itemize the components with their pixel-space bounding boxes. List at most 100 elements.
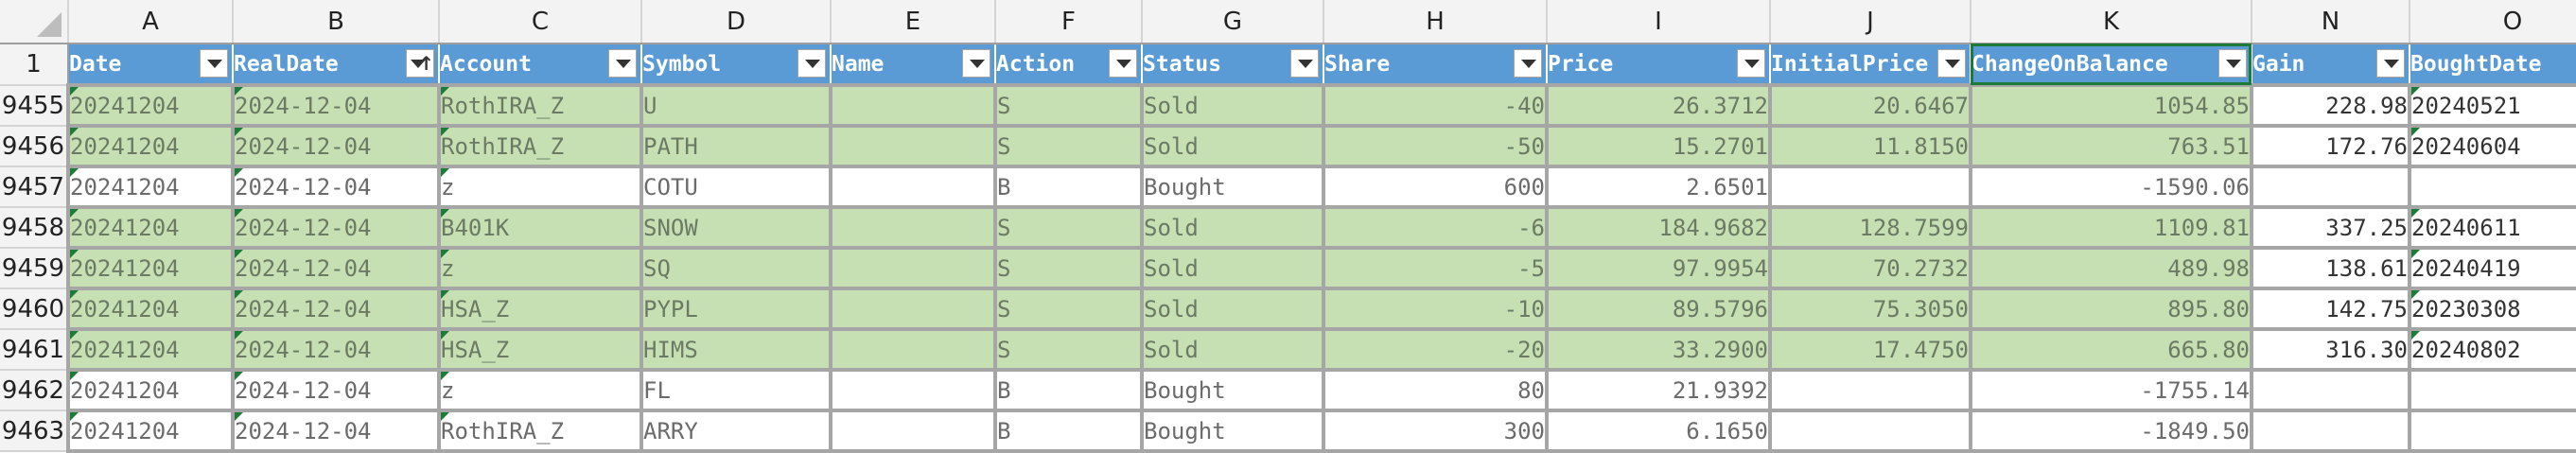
header-cell-changeonbalance[interactable]: ChangeOnBalance bbox=[1970, 43, 2252, 86]
column-header-k[interactable]: K bbox=[1971, 0, 2252, 44]
cell-account[interactable]: HSA_Z bbox=[437, 327, 643, 372]
cell-realdate[interactable]: 2024-12-04 bbox=[231, 246, 441, 290]
filter-dropdown-button[interactable] bbox=[1937, 49, 1966, 78]
cell-boughtdate[interactable]: 20240802 bbox=[2408, 327, 2576, 372]
cell-date[interactable]: 20241204 bbox=[66, 165, 235, 209]
column-header-a[interactable]: A bbox=[68, 0, 234, 44]
cell-account[interactable]: RothIRA_Z bbox=[437, 409, 643, 453]
column-header-h[interactable]: H bbox=[1323, 0, 1548, 44]
cell-date[interactable]: 20241204 bbox=[66, 287, 235, 331]
column-header-f[interactable]: F bbox=[995, 0, 1143, 44]
header-cell-realdate[interactable]: RealDate ↑ bbox=[232, 43, 440, 86]
cell-symbol[interactable]: COTU bbox=[640, 165, 832, 209]
cell-account[interactable]: RothIRA_Z bbox=[437, 83, 643, 128]
cell-status[interactable]: Bought bbox=[1140, 368, 1325, 412]
cell-status[interactable]: Sold bbox=[1140, 246, 1325, 290]
cell-price[interactable]: 89.5796 bbox=[1545, 287, 1772, 331]
header-cell-date[interactable]: Date bbox=[67, 43, 234, 86]
cell-share[interactable]: 600 bbox=[1322, 165, 1549, 209]
cell-gain[interactable]: 316.30 bbox=[2250, 327, 2411, 372]
cell-changeonbalance[interactable]: 763.51 bbox=[1969, 124, 2253, 168]
column-header-n[interactable]: N bbox=[2252, 0, 2410, 44]
cell-name[interactable] bbox=[829, 409, 997, 453]
cell-symbol[interactable]: HIMS bbox=[640, 327, 832, 372]
cell-gain[interactable] bbox=[2250, 368, 2411, 412]
cell-symbol[interactable]: U bbox=[640, 83, 832, 128]
cell-gain[interactable] bbox=[2250, 165, 2411, 209]
cell-initialprice[interactable]: 75.3050 bbox=[1768, 287, 1972, 331]
cell-action[interactable]: S bbox=[993, 83, 1144, 128]
cell-realdate[interactable]: 2024-12-04 bbox=[231, 368, 441, 412]
cell-share[interactable]: -40 bbox=[1322, 83, 1549, 128]
cell-price[interactable]: 184.9682 bbox=[1545, 205, 1772, 250]
cell-date[interactable]: 20241204 bbox=[66, 327, 235, 372]
cell-realdate[interactable]: 2024-12-04 bbox=[231, 409, 441, 453]
cell-action[interactable]: S bbox=[993, 327, 1144, 372]
cell-action[interactable]: S bbox=[993, 287, 1144, 331]
filter-dropdown-button[interactable] bbox=[200, 49, 228, 78]
cell-initialprice[interactable]: 128.7599 bbox=[1768, 205, 1972, 250]
filter-dropdown-button[interactable] bbox=[2218, 49, 2247, 78]
cell-gain[interactable]: 337.25 bbox=[2250, 205, 2411, 250]
filter-dropdown-button[interactable] bbox=[2376, 49, 2405, 78]
row-number[interactable]: 9457 bbox=[0, 166, 69, 208]
cell-initialprice[interactable]: 11.8150 bbox=[1768, 124, 1972, 168]
header-cell-gain[interactable]: Gain bbox=[2251, 43, 2410, 86]
cell-price[interactable]: 15.2701 bbox=[1545, 124, 1772, 168]
cell-boughtdate[interactable]: 20240604 bbox=[2408, 124, 2576, 168]
cell-share[interactable]: -20 bbox=[1322, 327, 1549, 372]
cell-realdate[interactable]: 2024-12-04 bbox=[231, 205, 441, 250]
cell-changeonbalance[interactable]: 665.80 bbox=[1969, 327, 2253, 372]
cell-share[interactable]: -50 bbox=[1322, 124, 1549, 168]
cell-gain[interactable]: 142.75 bbox=[2250, 287, 2411, 331]
cell-boughtdate[interactable] bbox=[2408, 165, 2576, 209]
cell-date[interactable]: 20241204 bbox=[66, 246, 235, 290]
header-cell-price[interactable]: Price bbox=[1546, 43, 1771, 86]
cell-date[interactable]: 20241204 bbox=[66, 124, 235, 168]
cell-price[interactable]: 21.9392 bbox=[1545, 368, 1772, 412]
row-number[interactable]: 9461 bbox=[0, 329, 69, 371]
cell-date[interactable]: 20241204 bbox=[66, 409, 235, 453]
cell-boughtdate[interactable]: 20240611 bbox=[2408, 205, 2576, 250]
column-header-d[interactable]: D bbox=[641, 0, 832, 44]
cell-share[interactable]: -5 bbox=[1322, 246, 1549, 290]
cell-initialprice[interactable] bbox=[1768, 368, 1972, 412]
header-cell-symbol[interactable]: Symbol bbox=[640, 43, 832, 86]
cell-share[interactable]: -10 bbox=[1322, 287, 1549, 331]
cell-boughtdate[interactable] bbox=[2408, 409, 2576, 453]
cell-changeonbalance[interactable]: -1755.14 bbox=[1969, 368, 2253, 412]
cell-account[interactable]: z bbox=[437, 246, 643, 290]
row-number[interactable]: 9463 bbox=[0, 410, 69, 452]
filter-dropdown-button[interactable] bbox=[797, 49, 826, 78]
column-header-e[interactable]: E bbox=[831, 0, 996, 44]
cell-account[interactable]: HSA_Z bbox=[437, 287, 643, 331]
cell-boughtdate[interactable]: 20230308 bbox=[2408, 287, 2576, 331]
cell-gain[interactable] bbox=[2250, 409, 2411, 453]
cell-price[interactable]: 33.2900 bbox=[1545, 327, 1772, 372]
cell-account[interactable]: RothIRA_Z bbox=[437, 124, 643, 168]
cell-initialprice[interactable]: 17.4750 bbox=[1768, 327, 1972, 372]
row-number[interactable]: 9455 bbox=[0, 85, 69, 127]
row-number[interactable]: 9456 bbox=[0, 126, 69, 167]
cell-changeonbalance[interactable]: 895.80 bbox=[1969, 287, 2253, 331]
header-cell-account[interactable]: Account bbox=[438, 43, 642, 86]
cell-action[interactable]: S bbox=[993, 205, 1144, 250]
header-cell-action[interactable]: Action bbox=[994, 43, 1143, 86]
cell-status[interactable]: Sold bbox=[1140, 327, 1325, 372]
row-number[interactable]: 9462 bbox=[0, 370, 69, 411]
cell-changeonbalance[interactable]: 1109.81 bbox=[1969, 205, 2253, 250]
cell-action[interactable]: B bbox=[993, 165, 1144, 209]
cell-gain[interactable]: 172.76 bbox=[2250, 124, 2411, 168]
cell-date[interactable]: 20241204 bbox=[66, 83, 235, 128]
cell-status[interactable]: Sold bbox=[1140, 124, 1325, 168]
cell-share[interactable]: 80 bbox=[1322, 368, 1549, 412]
cell-account[interactable]: z bbox=[437, 368, 643, 412]
cell-share[interactable]: -6 bbox=[1322, 205, 1549, 250]
cell-symbol[interactable]: PYPL bbox=[640, 287, 832, 331]
cell-boughtdate[interactable]: 20240419 bbox=[2408, 246, 2576, 290]
cell-realdate[interactable]: 2024-12-04 bbox=[231, 83, 441, 128]
cell-status[interactable]: Bought bbox=[1140, 409, 1325, 453]
cell-name[interactable] bbox=[829, 368, 997, 412]
cell-price[interactable]: 2.6501 bbox=[1545, 165, 1772, 209]
row-number[interactable]: 9459 bbox=[0, 248, 69, 289]
